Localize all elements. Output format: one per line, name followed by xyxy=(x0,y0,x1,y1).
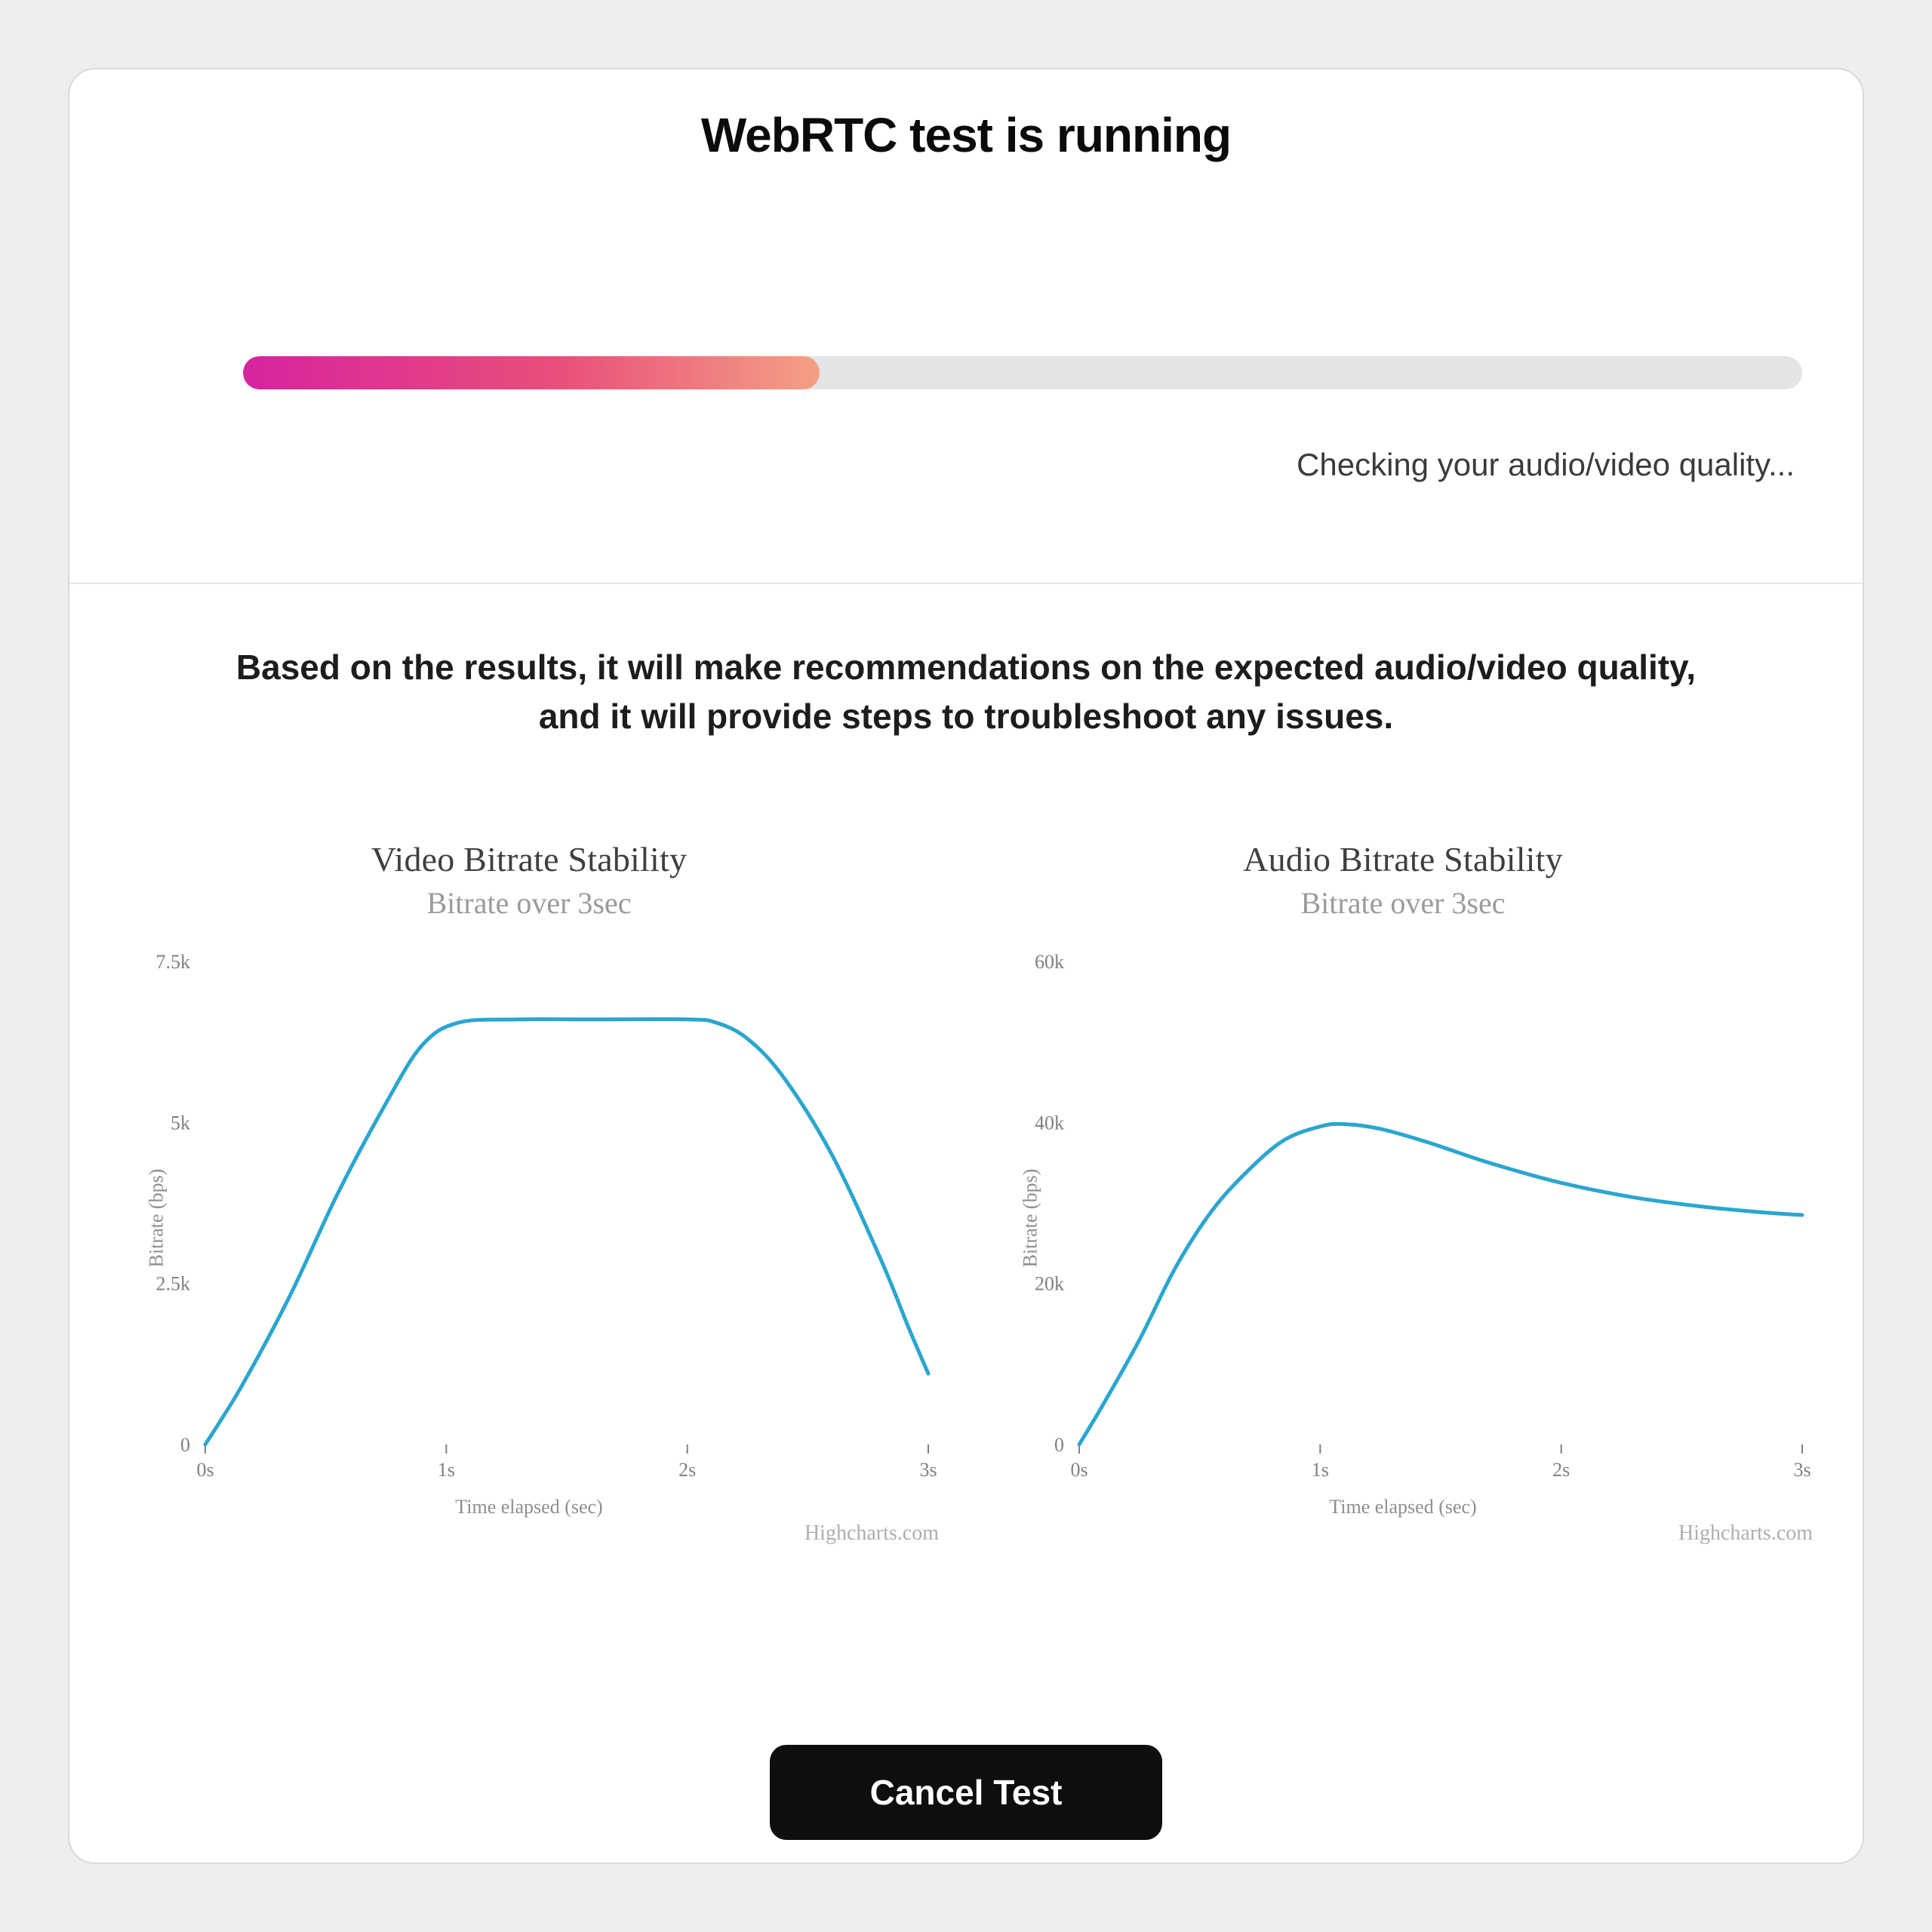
progress-track xyxy=(243,356,1802,389)
progress-status-text: Checking your audio/video quality... xyxy=(1297,447,1795,483)
svg-text:7.5k: 7.5k xyxy=(156,951,191,973)
progress-fill xyxy=(243,356,820,389)
svg-text:0s: 0s xyxy=(196,1459,214,1481)
svg-text:5k: 5k xyxy=(171,1112,190,1134)
svg-text:3s: 3s xyxy=(1793,1459,1810,1481)
chart-title: Audio Bitrate Stability xyxy=(989,839,1817,879)
charts-row: Video Bitrate Stability Bitrate over 3se… xyxy=(115,839,1817,1546)
x-axis-label: Time elapsed (sec) xyxy=(989,1496,1817,1518)
chart-subtitle: Bitrate over 3sec xyxy=(115,885,943,921)
section-divider xyxy=(69,583,1863,584)
progress-bar xyxy=(243,356,1802,389)
svg-text:1s: 1s xyxy=(1312,1459,1329,1481)
y-axis-label: Bitrate (bps) xyxy=(145,1169,168,1268)
svg-text:3s: 3s xyxy=(919,1459,937,1481)
chart-credit: Highcharts.com xyxy=(115,1521,943,1546)
svg-text:20k: 20k xyxy=(1035,1273,1064,1295)
svg-text:2s: 2s xyxy=(1552,1459,1570,1481)
svg-text:60k: 60k xyxy=(1035,951,1064,973)
svg-text:1s: 1s xyxy=(438,1459,455,1481)
x-axis-label: Time elapsed (sec) xyxy=(115,1496,943,1518)
chart-plot-area: Bitrate (bps) 0 2.5k 5k 7.5k 0s 1s 2s 3s xyxy=(115,946,943,1490)
chart-plot-area: Bitrate (bps) 0 20k 40k 60k 0s 1s 2s 3s xyxy=(989,946,1817,1490)
chart-title: Video Bitrate Stability xyxy=(115,839,943,879)
results-description: Based on the results, it will make recom… xyxy=(220,643,1712,742)
chart-subtitle: Bitrate over 3sec xyxy=(989,885,1817,921)
svg-text:0: 0 xyxy=(180,1434,190,1456)
chart-credit: Highcharts.com xyxy=(989,1521,1817,1546)
svg-text:2.5k: 2.5k xyxy=(156,1273,191,1295)
webrtc-test-panel: WebRTC test is running Checking your aud… xyxy=(68,68,1864,1864)
svg-text:0: 0 xyxy=(1054,1434,1064,1456)
y-axis-label: Bitrate (bps) xyxy=(1019,1169,1041,1268)
page-title: WebRTC test is running xyxy=(69,107,1863,163)
svg-text:2s: 2s xyxy=(678,1459,696,1481)
svg-text:0s: 0s xyxy=(1070,1459,1088,1481)
cancel-test-button[interactable]: Cancel Test xyxy=(770,1745,1162,1840)
audio-bitrate-chart: Audio Bitrate Stability Bitrate over 3se… xyxy=(989,839,1817,1546)
svg-text:40k: 40k xyxy=(1035,1112,1064,1134)
video-bitrate-chart: Video Bitrate Stability Bitrate over 3se… xyxy=(115,839,943,1546)
